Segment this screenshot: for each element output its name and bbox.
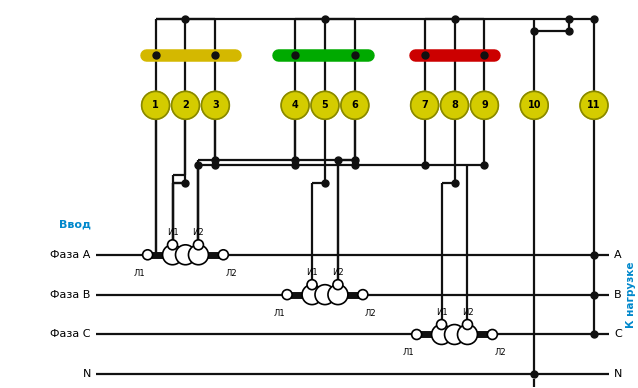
Circle shape bbox=[470, 91, 498, 119]
Circle shape bbox=[441, 91, 468, 119]
Circle shape bbox=[302, 285, 322, 305]
Circle shape bbox=[520, 91, 548, 119]
Text: 8: 8 bbox=[451, 100, 458, 110]
Circle shape bbox=[193, 240, 204, 250]
Circle shape bbox=[328, 285, 348, 305]
Circle shape bbox=[445, 324, 464, 345]
Circle shape bbox=[143, 250, 152, 260]
Circle shape bbox=[282, 290, 292, 300]
Text: И1: И1 bbox=[306, 268, 318, 277]
Text: 9: 9 bbox=[481, 100, 488, 110]
Text: N: N bbox=[82, 369, 91, 379]
Text: И2: И2 bbox=[462, 308, 473, 317]
Circle shape bbox=[142, 91, 170, 119]
Text: 7: 7 bbox=[421, 100, 428, 110]
Text: И2: И2 bbox=[193, 228, 204, 237]
Text: 10: 10 bbox=[528, 100, 541, 110]
Circle shape bbox=[307, 280, 317, 290]
Circle shape bbox=[163, 245, 182, 265]
Text: С: С bbox=[614, 329, 621, 340]
Circle shape bbox=[281, 91, 309, 119]
Text: И1: И1 bbox=[167, 228, 179, 237]
Circle shape bbox=[311, 91, 339, 119]
Text: Фаза С: Фаза С bbox=[50, 329, 91, 340]
Circle shape bbox=[436, 320, 447, 329]
Text: 6: 6 bbox=[352, 100, 359, 110]
Text: 4: 4 bbox=[292, 100, 299, 110]
Circle shape bbox=[463, 320, 473, 329]
Circle shape bbox=[172, 91, 200, 119]
Circle shape bbox=[218, 250, 228, 260]
Circle shape bbox=[431, 324, 452, 345]
Text: К нагрузке: К нагрузке bbox=[626, 262, 636, 328]
Text: 1: 1 bbox=[152, 100, 159, 110]
Circle shape bbox=[315, 285, 335, 305]
Text: Л2: Л2 bbox=[365, 308, 376, 318]
Text: Л1: Л1 bbox=[403, 348, 415, 357]
Text: 2: 2 bbox=[182, 100, 189, 110]
Circle shape bbox=[580, 91, 608, 119]
Circle shape bbox=[411, 91, 438, 119]
Circle shape bbox=[457, 324, 477, 345]
Circle shape bbox=[487, 329, 498, 340]
Circle shape bbox=[412, 329, 422, 340]
Circle shape bbox=[358, 290, 368, 300]
Circle shape bbox=[188, 245, 209, 265]
Text: И2: И2 bbox=[332, 268, 344, 277]
Circle shape bbox=[202, 91, 229, 119]
Text: Фаза В: Фаза В bbox=[50, 289, 91, 300]
Circle shape bbox=[333, 280, 343, 290]
Text: И1: И1 bbox=[436, 308, 447, 317]
Circle shape bbox=[341, 91, 369, 119]
Text: В: В bbox=[614, 289, 621, 300]
Text: N: N bbox=[614, 369, 622, 379]
Text: 11: 11 bbox=[587, 100, 601, 110]
Text: 5: 5 bbox=[322, 100, 329, 110]
Text: Фаза А: Фаза А bbox=[50, 250, 91, 260]
Text: Ввод: Ввод bbox=[59, 220, 91, 230]
Text: Л2: Л2 bbox=[494, 348, 506, 357]
Text: Л1: Л1 bbox=[134, 269, 145, 278]
Circle shape bbox=[175, 245, 195, 265]
Circle shape bbox=[168, 240, 177, 250]
Text: 3: 3 bbox=[212, 100, 219, 110]
Text: А: А bbox=[614, 250, 621, 260]
Text: Л2: Л2 bbox=[225, 269, 237, 278]
Text: Л1: Л1 bbox=[273, 308, 285, 318]
